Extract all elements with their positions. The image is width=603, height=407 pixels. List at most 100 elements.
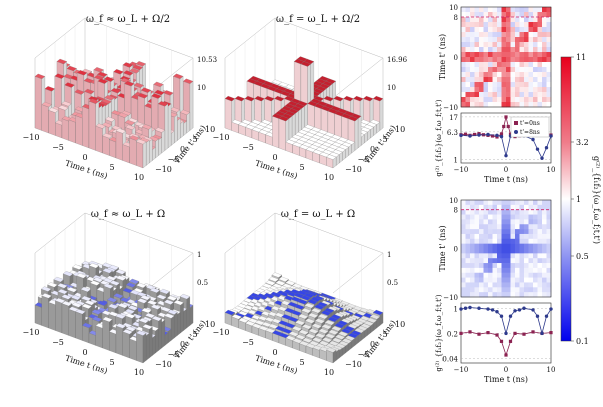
tick-label-tp: −5	[358, 350, 370, 359]
heatmap-cell	[524, 248, 529, 254]
heatmap-cell	[474, 12, 480, 18]
surface-cell	[341, 338, 352, 344]
heatmap-cell	[506, 272, 511, 278]
heatmap-cell	[488, 277, 493, 283]
heatmap-cell	[528, 17, 534, 23]
heatmap-cell	[479, 92, 484, 98]
heatmap-cell	[492, 87, 498, 93]
surface-side	[61, 118, 69, 141]
heatmap-cell	[497, 77, 502, 83]
heatmap-cell	[501, 287, 507, 293]
surface-side	[155, 138, 159, 159]
heatmap-cell	[506, 52, 511, 58]
data-point-circle	[544, 146, 549, 150]
heatmap-cell	[542, 267, 547, 274]
heatmap-cell	[465, 92, 471, 98]
heatmap-cell	[501, 243, 507, 249]
heatmap-cell	[501, 272, 507, 278]
surface-cell	[318, 328, 329, 334]
heatmap-cell	[483, 267, 489, 274]
heatmap-cell	[515, 224, 520, 230]
heatmap-cell	[510, 229, 516, 235]
surface-cell	[338, 331, 349, 337]
surface-cell	[133, 82, 144, 88]
heatmap-cell	[506, 47, 511, 53]
surface-cell	[278, 115, 290, 122]
heatmap-cell	[497, 87, 502, 93]
heatmap-cell	[492, 238, 498, 244]
heatmap-cell	[533, 67, 538, 73]
tick-label-tp: −5	[358, 155, 370, 164]
heatmap-cell	[474, 287, 480, 293]
heatmap-cell	[515, 229, 520, 235]
surface-cell	[122, 62, 133, 68]
data-point-circle	[540, 156, 544, 160]
heatmap-cell	[546, 72, 552, 78]
surface-cell	[224, 95, 236, 102]
heatmap-cell	[542, 97, 547, 103]
heatmap-cell	[501, 37, 507, 43]
surface-side	[155, 328, 159, 354]
heatmap-cell	[492, 57, 498, 63]
heatmap-cell	[506, 292, 511, 298]
heatmap-cell	[528, 47, 534, 53]
heatmap-cell	[546, 82, 552, 88]
heatmap-cell	[537, 292, 543, 298]
heatmap-cell	[537, 57, 543, 63]
heatmap-cell	[542, 258, 547, 264]
heatmap-cell	[546, 224, 552, 230]
tick-label-tp: −10	[155, 165, 172, 174]
surface-cell	[122, 329, 133, 335]
surface-side	[189, 305, 194, 326]
heatmap-cell	[479, 52, 484, 58]
heatmap-cell	[546, 292, 552, 298]
heatmap-cell	[497, 277, 502, 283]
heatmap-cell	[461, 102, 466, 108]
surface-cell	[117, 112, 129, 118]
surface-cell	[125, 282, 137, 288]
heatmap-cell	[537, 97, 543, 103]
surface-cell	[55, 297, 66, 304]
heatmap-cell	[501, 248, 507, 254]
surface-side	[129, 338, 137, 361]
heatmap-cell	[461, 57, 466, 63]
heatmap-cell	[537, 82, 543, 88]
heatmap-cell	[461, 47, 466, 53]
heatmap-cell	[537, 47, 543, 53]
heatmap-cell	[470, 287, 475, 293]
heatmap-cell	[533, 77, 538, 83]
surface	[224, 56, 384, 169]
colorbar-tick-label: 1	[576, 195, 581, 204]
heatmap-cell	[461, 97, 466, 103]
heatmap-cell	[488, 12, 493, 18]
heatmap-cell	[479, 267, 484, 274]
heatmap-cell	[506, 57, 511, 63]
surface-cell	[84, 88, 95, 95]
tick-label-tp: 10	[395, 125, 405, 134]
heatmap-cell	[501, 277, 507, 283]
heatmap-cell	[546, 233, 552, 240]
heatmap-cell	[483, 22, 489, 28]
surface-cell	[160, 306, 171, 312]
heatmap-y-tick: 8	[454, 207, 458, 215]
heatmap-cell	[497, 62, 502, 68]
surface-cell	[151, 93, 162, 99]
surface-cell	[104, 116, 116, 122]
heatmap-cell	[510, 287, 516, 293]
heatmap-cell	[488, 258, 493, 264]
tick-label-tp: 5	[383, 135, 388, 144]
heatmap-cell	[506, 87, 511, 93]
data-point-circle	[468, 305, 472, 310]
surface-side	[34, 76, 42, 131]
surface-cell	[41, 293, 52, 299]
heatmap-cell	[510, 248, 516, 254]
heatmap-cell	[470, 243, 475, 249]
heatmap-cell	[501, 77, 507, 83]
heatmap-cell	[465, 209, 471, 215]
heatmap-cell	[542, 42, 547, 48]
surface-side	[161, 319, 165, 349]
surface-side	[95, 325, 103, 349]
heatmap-cell	[497, 57, 502, 63]
